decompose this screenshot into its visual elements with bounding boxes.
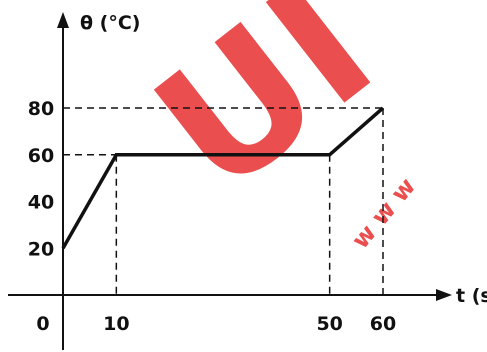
x-axis-label: t (s): [456, 285, 487, 307]
y-tick-label-80: 80: [28, 98, 54, 120]
y-axis-arrow: [57, 12, 69, 28]
y-tick-label-40: 40: [28, 192, 54, 214]
x-tick-labels: 10 50 60: [103, 313, 396, 335]
x-tick-label-50: 50: [316, 313, 342, 335]
y-axis-label: θ (°C): [80, 12, 140, 34]
origin-label: 0: [36, 313, 49, 335]
watermark: UI w w w: [121, 0, 422, 254]
x-axis-arrow: [436, 289, 452, 301]
series-group: [61, 106, 385, 250]
series-line-0: [61, 106, 385, 250]
y-tick-label-20: 20: [28, 238, 54, 260]
watermark-large-text: UI: [121, 0, 409, 233]
axes: θ (°C) t (s) 0: [8, 12, 487, 350]
y-tick-label-60: 60: [28, 145, 54, 167]
x-tick-label-60: 60: [370, 313, 396, 335]
x-tick-label-10: 10: [103, 313, 129, 335]
y-tick-labels: 20 40 60 80: [28, 98, 54, 260]
